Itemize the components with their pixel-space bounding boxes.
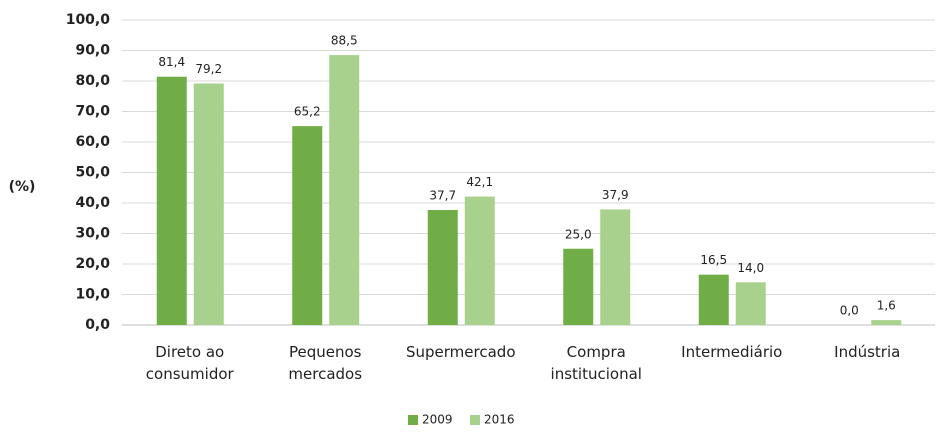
x-tick-label: Pequenos mercados [288, 343, 362, 383]
bar [735, 282, 766, 325]
legend-swatch [470, 415, 480, 425]
y-tick-label: 60,0 [75, 134, 110, 150]
data-label: 79,2 [195, 62, 222, 76]
x-tick-label: Supermercado [406, 343, 516, 361]
y-axis-label: (%) [9, 179, 36, 195]
data-label: 14,0 [737, 261, 764, 275]
x-tick-label: Compra institucional [551, 343, 642, 383]
y-tick-label: 100,0 [66, 12, 111, 28]
bar [698, 274, 729, 325]
bar [193, 83, 224, 325]
data-label: 88,5 [331, 34, 358, 48]
bar [871, 320, 902, 325]
data-label: 65,2 [294, 105, 321, 119]
bar [427, 210, 458, 325]
bar [156, 76, 187, 325]
bar [329, 55, 360, 325]
bar [292, 126, 323, 325]
legend-swatch [408, 415, 418, 425]
x-tick-label: Intermediário [681, 343, 782, 361]
data-label: 1,6 [877, 299, 896, 313]
data-label: 37,7 [429, 189, 456, 203]
legend-label: 2016 [484, 413, 515, 427]
x-tick-label: Direto ao consumidor [146, 343, 235, 383]
y-tick-label: 80,0 [75, 73, 110, 89]
y-tick-label: 70,0 [75, 104, 110, 120]
data-label: 25,0 [565, 227, 592, 241]
data-label: 0,0 [840, 304, 859, 318]
y-tick-label: 20,0 [75, 256, 110, 272]
data-label: 37,9 [602, 188, 629, 202]
legend-label: 2009 [422, 413, 453, 427]
y-tick-label: 40,0 [75, 195, 110, 211]
y-tick-label: 0,0 [85, 317, 110, 333]
y-tick-label: 50,0 [75, 165, 110, 181]
y-tick-label: 10,0 [75, 287, 110, 303]
data-label: 42,1 [466, 175, 493, 189]
y-tick-label: 30,0 [75, 226, 110, 242]
data-label: 81,4 [158, 55, 185, 69]
data-label: 16,5 [700, 253, 727, 267]
bar [600, 209, 631, 325]
x-tick-label: Indústria [834, 343, 900, 361]
bar [464, 196, 495, 325]
y-tick-label: 90,0 [75, 43, 110, 59]
bar [563, 248, 594, 325]
